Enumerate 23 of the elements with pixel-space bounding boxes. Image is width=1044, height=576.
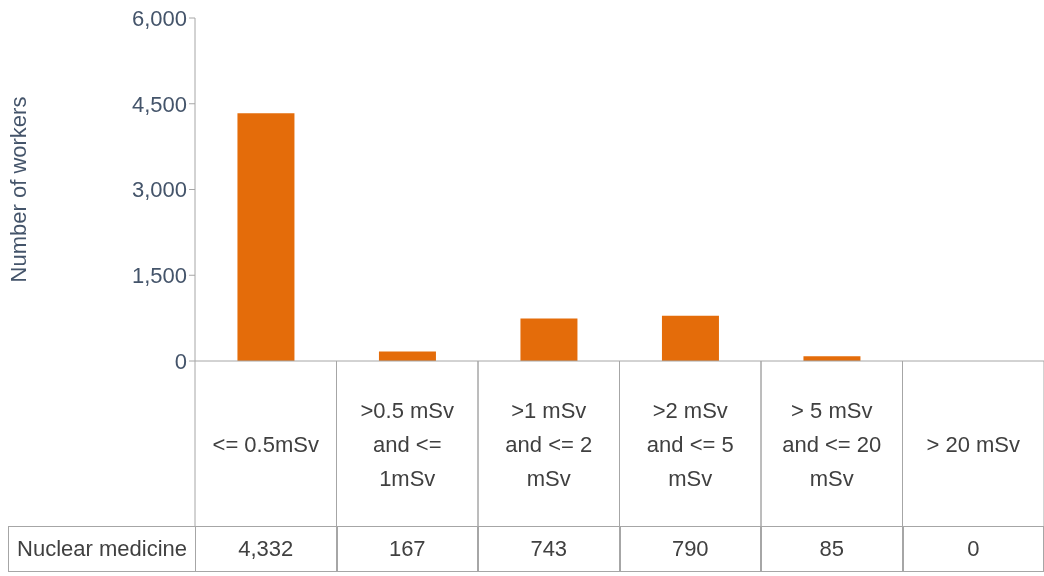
y-tick-label: 4,500 [131,91,187,117]
data-label: 790 [619,526,761,572]
bar [661,315,719,361]
data-label: 4,332 [195,526,337,572]
bar [378,351,436,361]
text: Nuclear medicine [8,526,195,572]
x-tick-label: > 5 mSv and <= 20 mSv [782,397,882,491]
y-tick-label: 3,000 [131,177,187,203]
data-label: 0 [902,526,1044,572]
x-tick-label: >2 mSv and <= 5 mSv [646,397,734,491]
data-label: 743 [478,526,620,572]
data-label: 85 [761,526,903,572]
y-axis-title: Number of workers [5,96,31,283]
data-label: 167 [336,526,478,572]
x-tick-label: >0.5 mSv and <= 1mSv [360,397,455,491]
bar [520,318,578,361]
bar [237,113,295,361]
x-tick-label: <= 0.5mSv [212,431,319,457]
y-tick-label: 6,000 [131,5,187,31]
y-tick-label: 1,500 [131,263,187,289]
x-tick-label: >1 mSv and <= 2 mSv [505,397,593,491]
x-tick-label: > 20 mSv [926,431,1021,457]
y-tick-label: 0 [174,348,187,374]
